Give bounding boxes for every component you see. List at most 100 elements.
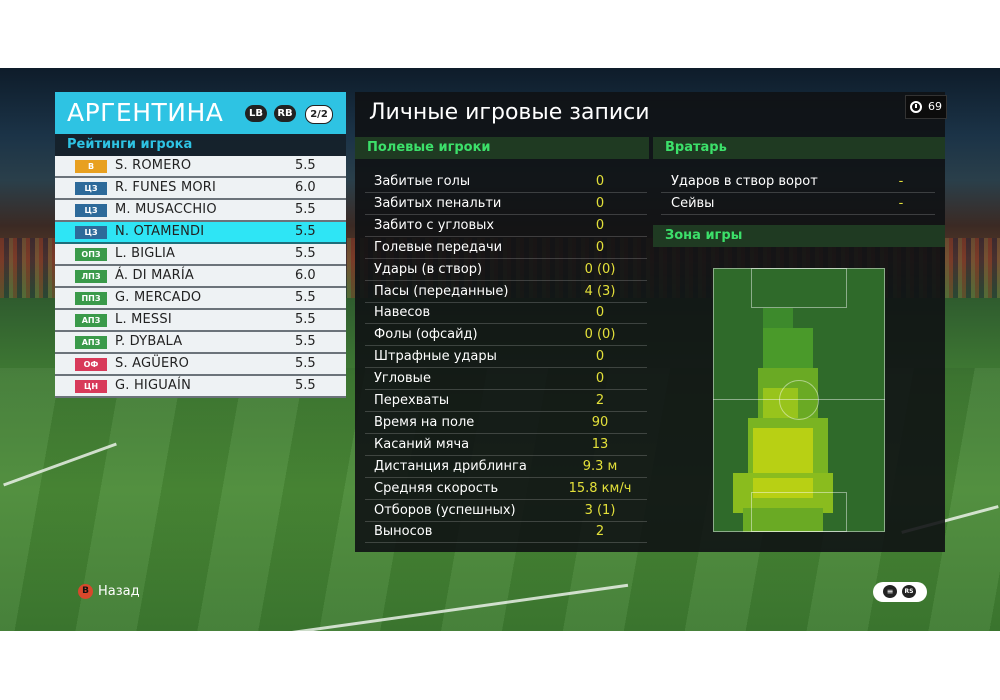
stat-value: 0: [595, 371, 605, 387]
stat-label: Выносов: [374, 524, 433, 540]
player-name: L. MESSI: [115, 312, 172, 327]
player-row[interactable]: ЦН G. HIGUAÍN 5.5: [55, 376, 346, 398]
position-badge: ЦН: [75, 380, 107, 393]
stat-value: 0 (0): [584, 327, 616, 343]
player-row[interactable]: ОПЗ L. BIGLIA 5.5: [55, 244, 346, 266]
ratings-header: Рейтинги игрока: [55, 134, 346, 156]
records-panel: Личные игровые записи 69 Полевые игроки …: [355, 92, 947, 552]
stat-label: Время на поле: [374, 414, 475, 430]
player-ratings-panel: АРГЕНТИНА LB RB 2/2 Рейтинги игрока В S. …: [55, 92, 346, 398]
penalty-box-top: [751, 268, 847, 308]
player-rating: 5.5: [295, 224, 316, 239]
right-stick-icon[interactable]: RS: [902, 585, 916, 598]
position-badge: АПЗ: [75, 314, 107, 327]
records-title: Личные игровые записи: [369, 100, 650, 125]
penalty-box-bottom: [751, 492, 847, 532]
player-name: P. DYBALA: [115, 334, 183, 349]
player-name: S. AGÜERO: [115, 356, 190, 371]
stat-row: Отборов (успешных) 3 (1): [365, 500, 647, 522]
stat-value: 0: [595, 217, 605, 233]
match-timer: 69: [905, 95, 947, 119]
player-name: G. MERCADO: [115, 290, 202, 305]
back-label: Назад: [98, 584, 140, 599]
stat-row: Голевые передачи 0: [365, 237, 647, 259]
stat-value: 0: [595, 174, 605, 189]
team-header: АРГЕНТИНА LB RB 2/2: [55, 92, 346, 134]
rb-button[interactable]: RB: [274, 105, 296, 122]
stat-label: Отборов (успешных): [374, 502, 516, 518]
stat-row: Забитых пенальти 0: [365, 193, 647, 215]
stat-value: 4 (3): [584, 283, 616, 299]
stat-value: 13: [591, 436, 609, 452]
stat-label: Касаний мяча: [374, 436, 470, 452]
player-row[interactable]: ЦЗ N. OTAMENDI 5.5: [55, 222, 346, 244]
heat-cell: [753, 428, 813, 473]
page-indicator: 2/2: [305, 105, 333, 124]
stat-row: Время на поле 90: [365, 412, 647, 434]
stat-label: Забитых пенальти: [374, 195, 502, 211]
player-row[interactable]: ППЗ G. MERCADO 5.5: [55, 288, 346, 310]
chat-icon[interactable]: ≡: [883, 585, 897, 598]
player-rating: 5.5: [295, 246, 316, 261]
position-badge: ОПЗ: [75, 248, 107, 261]
stat-label: Дистанция дриблинга: [374, 458, 527, 474]
position-badge: ЦЗ: [75, 182, 107, 195]
stat-label: Удары (в створ): [374, 261, 483, 277]
stat-value: 9.3 м: [582, 458, 618, 474]
stat-row: Средняя скорость 15.8 км/ч: [365, 478, 647, 500]
position-badge: ЦЗ: [75, 226, 107, 239]
player-name: L. BIGLIA: [115, 246, 176, 261]
player-name: G. HIGUAÍN: [115, 378, 191, 393]
stat-row: Выносов 2: [365, 521, 647, 544]
player-row[interactable]: В S. ROMERO 5.5: [55, 156, 346, 178]
stat-value: 0 (0): [584, 261, 616, 277]
stat-row: Дистанция дриблинга 9.3 м: [365, 456, 647, 478]
field-players-header: Полевые игроки: [355, 137, 649, 159]
player-rating: 5.5: [295, 312, 316, 327]
stat-row: Забитые голы 0: [365, 171, 647, 193]
player-row[interactable]: ЦЗ M. MUSACCHIO 5.5: [55, 200, 346, 222]
pitch-outline: [713, 268, 885, 532]
stat-value: 15.8 км/ч: [568, 480, 632, 496]
stat-row: Перехваты 2: [365, 390, 647, 412]
stat-label: Навесов: [374, 305, 431, 321]
stat-label: Средняя скорость: [374, 480, 499, 496]
player-row[interactable]: ОФ S. AGÜERO 5.5: [55, 354, 346, 376]
gk-stat-value: -: [898, 174, 904, 189]
player-row[interactable]: АПЗ P. DYBALA 5.5: [55, 332, 346, 354]
player-rating: 5.5: [295, 290, 316, 305]
goalkeeper-header: Вратарь: [653, 137, 945, 159]
stat-label: Пасы (переданные): [374, 283, 509, 299]
position-badge: В: [75, 160, 107, 173]
gk-stat-label: Сейвы: [671, 196, 715, 211]
player-rating: 5.5: [295, 356, 316, 371]
lb-button[interactable]: LB: [245, 105, 267, 122]
player-name: S. ROMERO: [115, 158, 192, 173]
team-name: АРГЕНТИНА: [67, 98, 224, 127]
stat-value: 90: [591, 414, 609, 430]
player-row[interactable]: АПЗ L. MESSI 5.5: [55, 310, 346, 332]
player-name: R. FUNES MORI: [115, 180, 217, 195]
position-badge: ОФ: [75, 358, 107, 371]
heatmap: [713, 268, 885, 532]
stat-row: Забито с угловых 0: [365, 215, 647, 237]
gk-stat-value: -: [898, 196, 904, 211]
clock-icon: [910, 101, 922, 113]
stat-value: 0: [595, 195, 605, 211]
player-row[interactable]: ЛПЗ Á. DI MARÍA 6.0: [55, 266, 346, 288]
heat-cell: [743, 508, 823, 532]
stat-label: Забито с угловых: [374, 217, 495, 233]
stat-row: Фолы (офсайд) 0 (0): [365, 324, 647, 347]
player-row[interactable]: ЦЗ R. FUNES MORI 6.0: [55, 178, 346, 200]
stat-row: Штрафные удары 0: [365, 346, 647, 369]
stat-row: Касаний мяча 13: [365, 434, 647, 456]
b-button-icon: B: [78, 584, 93, 599]
position-badge: ЛПЗ: [75, 270, 107, 283]
gk-stat-row: Сейвы -: [661, 193, 935, 215]
player-rating: 5.5: [295, 334, 316, 349]
stat-value: 0: [595, 349, 605, 365]
stat-row: Удары (в створ) 0 (0): [365, 259, 647, 281]
player-name: Á. DI MARÍA: [115, 268, 194, 283]
stat-row: Пасы (переданные) 4 (3): [365, 281, 647, 303]
player-name: M. MUSACCHIO: [115, 202, 217, 217]
